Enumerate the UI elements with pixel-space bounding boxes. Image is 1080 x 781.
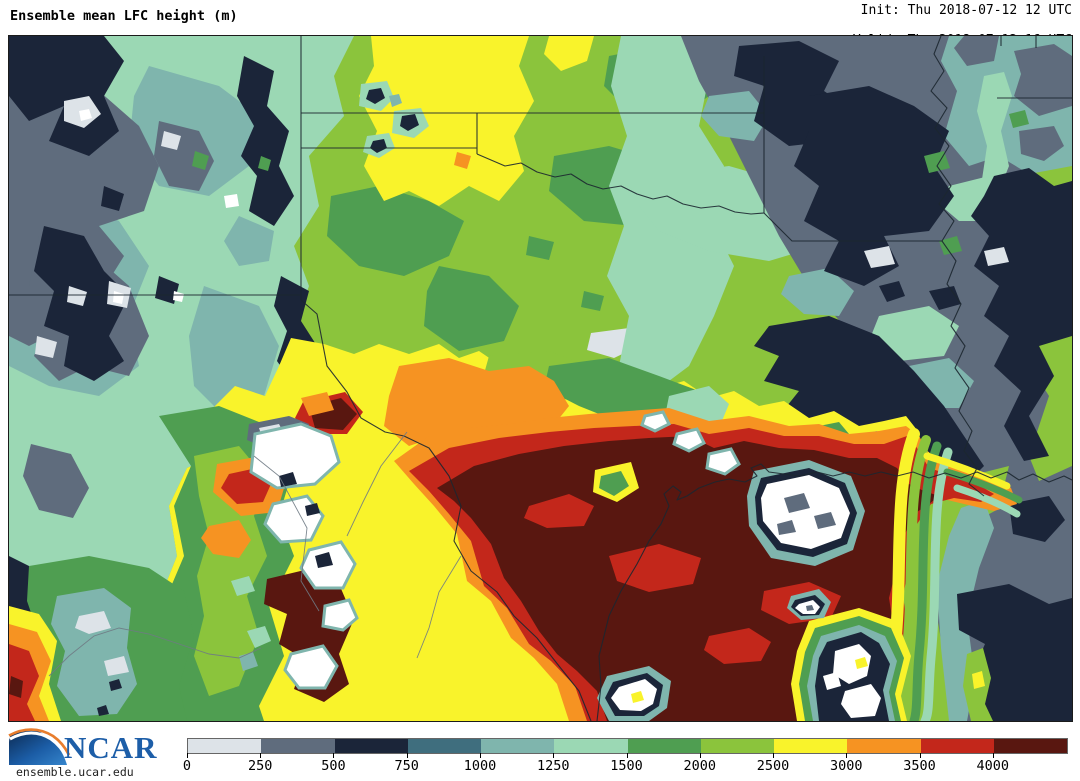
colorbar-segment (261, 739, 335, 753)
state-borders (9, 36, 1072, 721)
colorbar-tick (260, 753, 262, 758)
colorbar-tick-label: 3500 (903, 758, 936, 774)
colorbar-tick (333, 753, 335, 758)
rio-grande-border (300, 299, 592, 721)
colorbar-segment (334, 739, 408, 753)
colorbar-segment (920, 739, 994, 753)
colorbar-ticks (187, 753, 1066, 759)
colorbar-tick (772, 753, 774, 758)
colorbar-tick-label: 2000 (683, 758, 717, 774)
map-canvas (8, 35, 1073, 722)
region-southeast-slate (937, 496, 1072, 721)
colorbar-tick (553, 753, 555, 758)
white-hole-clusters (247, 410, 911, 721)
colorbar-segment (847, 739, 921, 753)
colorbar-segment (407, 739, 481, 753)
colorbar-segment (774, 739, 848, 753)
colorbar-segment (993, 739, 1067, 753)
page-title: Ensemble mean LFC height (m) (10, 8, 238, 24)
ncar-logo (8, 728, 71, 765)
colorbar-tick-label: 1500 (610, 758, 643, 774)
colorbar-tick-labels: 0 250 500 750 1000 1250 1500 2000 2500 3000 3500 40… (183, 758, 1066, 774)
gulf-coastline (596, 463, 1072, 721)
init-time: Init: Thu 2018-07-12 12 UTC (860, 3, 1072, 18)
colorbar-tick (846, 753, 848, 758)
colorbar (187, 738, 1068, 754)
colorbar-tick (406, 753, 408, 758)
colorbar-tick-label: 250 (248, 758, 273, 774)
colorbar-tick (626, 753, 628, 758)
colorbar-segment (188, 739, 262, 753)
colorbar-tick (919, 753, 921, 758)
colorbar-tick-label: 750 (394, 758, 419, 774)
colorbar-tick-label: 0 (182, 758, 192, 774)
colorbar-tick-label: 1000 (463, 758, 497, 774)
colorbar-tick (187, 753, 188, 758)
colorbar-tick (479, 753, 481, 758)
colorbar-tick (699, 753, 701, 758)
region-east-cool (607, 36, 1072, 721)
ncar-swoosh-icon (8, 728, 71, 765)
ncar-wordmark: NCAR (64, 730, 158, 765)
colorbar-tick-label: 4000 (976, 758, 1010, 774)
colorbar-tick (992, 753, 994, 758)
colorbar-segment (700, 739, 774, 753)
colorbar-segment (554, 739, 628, 753)
colorbar-tick-label: 2500 (756, 758, 790, 774)
website-url: ensemble.ucar.edu (16, 765, 134, 779)
colorbar-tick-label: 3000 (829, 758, 863, 774)
colorbar-segment (481, 739, 555, 753)
colorbar-tick-label: 500 (321, 758, 346, 774)
colorbar-segment (627, 739, 701, 753)
colorbar-tick-label: 1250 (536, 758, 570, 774)
lfc-contour-map (9, 36, 1072, 721)
